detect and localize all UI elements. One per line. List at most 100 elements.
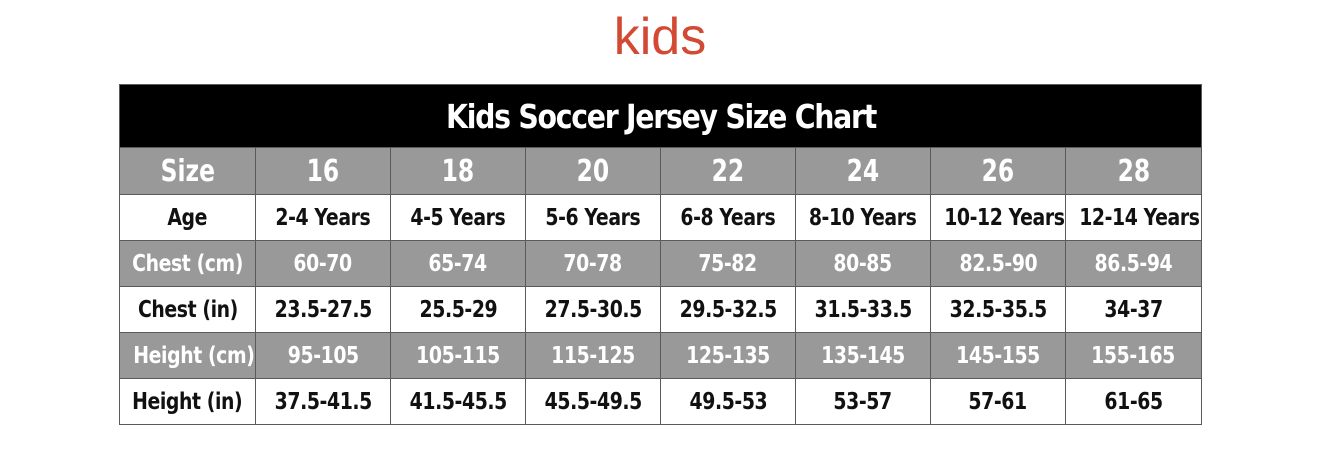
cell-value: 135-145 — [821, 342, 905, 369]
cell-value: 5-6 Years — [545, 204, 641, 231]
size-chart-table: Kids Soccer Jersey Size Chart Size 16 18 2… — [119, 84, 1202, 425]
size-header-cell: 24 — [795, 147, 931, 195]
cell-value: 32.5-35.5 — [949, 296, 1047, 323]
table-cell: 135-145 — [795, 332, 931, 379]
size-header-cell: 20 — [525, 147, 661, 195]
row-label: Chest (in) — [137, 296, 238, 323]
table-title-text: Kids Soccer Jersey Size Chart — [445, 96, 877, 136]
cell-value: 8-10 Years — [809, 204, 917, 231]
table-row: Age 2-4 Years 4-5 Years 5-6 Years 6-8 Years 8… — [119, 194, 1202, 241]
cell-value: 82.5-90 — [959, 250, 1037, 277]
size-value: 20 — [576, 153, 610, 189]
cell-value: 6-8 Years — [680, 204, 776, 231]
cell-value: 29.5-32.5 — [679, 296, 777, 323]
row-label-cell: Age — [119, 194, 256, 241]
cell-value: 86.5-94 — [1094, 250, 1173, 277]
table-cell: 70-78 — [525, 240, 661, 287]
table-cell: 12-14 Years — [1065, 194, 1202, 241]
cell-value: 41.5-45.5 — [409, 388, 507, 415]
cell-value: 4-5 Years — [410, 204, 506, 231]
row-label-cell: Height (in) — [119, 378, 256, 425]
table-cell: 65-74 — [390, 240, 526, 287]
table-cell: 57-61 — [930, 378, 1066, 425]
cell-value: 49.5-53 — [689, 388, 767, 415]
row-label-cell: Chest (cm) — [119, 240, 256, 287]
table-cell: 27.5-30.5 — [525, 286, 661, 333]
size-header-cell: 26 — [930, 147, 1066, 195]
cell-value: 61-65 — [1104, 388, 1163, 415]
table-cell: 23.5-27.5 — [255, 286, 391, 333]
cell-value: 53-57 — [833, 388, 893, 415]
cell-value: 145-155 — [956, 342, 1040, 369]
cell-value: 10-12 Years — [944, 204, 1065, 231]
cell-value: 23.5-27.5 — [274, 296, 372, 323]
cell-value: 65-74 — [428, 250, 488, 277]
table-cell: 115-125 — [525, 332, 661, 379]
cell-value: 57-61 — [968, 388, 1028, 415]
cell-value: 125-135 — [686, 342, 770, 369]
size-header-cell: 18 — [390, 147, 526, 195]
row-label-cell: Chest (in) — [119, 286, 256, 333]
cell-value: 80-85 — [833, 250, 893, 277]
row-label-cell: Height (cm) — [119, 332, 256, 379]
cell-value: 25.5-29 — [419, 296, 497, 323]
table-cell: 6-8 Years — [660, 194, 796, 241]
table-cell: 25.5-29 — [390, 286, 526, 333]
table-cell: 45.5-49.5 — [525, 378, 661, 425]
cell-value: 27.5-30.5 — [544, 296, 642, 323]
cell-value: 155-165 — [1091, 342, 1176, 369]
table-cell: 145-155 — [930, 332, 1066, 379]
table-cell: 61-65 — [1065, 378, 1202, 425]
size-value: 22 — [711, 153, 745, 189]
size-header-row: Size 16 18 20 22 24 26 28 — [119, 147, 1202, 195]
table-row: Chest (in) 23.5-27.5 25.5-29 27.5-30.5 29.5-… — [119, 286, 1202, 333]
table-cell: 105-115 — [390, 332, 526, 379]
table-cell: 155-165 — [1065, 332, 1202, 379]
page-heading: kids — [613, 8, 707, 66]
table-cell: 86.5-94 — [1065, 240, 1202, 287]
size-label: Size — [160, 153, 215, 189]
table-title: Kids Soccer Jersey Size Chart — [119, 84, 1202, 148]
table-cell: 41.5-45.5 — [390, 378, 526, 425]
cell-value: 95-105 — [287, 342, 359, 369]
table-cell: 34-37 — [1065, 286, 1202, 333]
size-value: 26 — [981, 153, 1015, 189]
table-cell: 95-105 — [255, 332, 391, 379]
cell-value: 34-37 — [1104, 296, 1163, 323]
cell-value: 31.5-33.5 — [814, 296, 912, 323]
table-cell: 82.5-90 — [930, 240, 1066, 287]
table-cell: 80-85 — [795, 240, 931, 287]
size-value: 18 — [441, 153, 475, 189]
table-cell: 31.5-33.5 — [795, 286, 931, 333]
cell-value: 75-82 — [698, 250, 758, 277]
cell-value: 60-70 — [293, 250, 353, 277]
row-label: Height (cm) — [133, 342, 255, 369]
cell-value: 115-125 — [551, 342, 635, 369]
table-cell: 75-82 — [660, 240, 796, 287]
cell-value: 2-4 Years — [275, 204, 371, 231]
size-value: 28 — [1117, 153, 1150, 189]
table-row: Height (in) 37.5-41.5 41.5-45.5 45.5-49.5 49… — [119, 378, 1202, 425]
cell-value: 70-78 — [563, 250, 623, 277]
cell-value: 45.5-49.5 — [544, 388, 642, 415]
table-cell: 125-135 — [660, 332, 796, 379]
size-value: 24 — [846, 153, 880, 189]
table-cell: 8-10 Years — [795, 194, 931, 241]
table-cell: 5-6 Years — [525, 194, 661, 241]
table-row: Chest (cm) 60-70 65-74 70-78 75-82 80-85 82.5-… — [119, 240, 1202, 287]
size-value: 16 — [306, 153, 340, 189]
table-cell: 60-70 — [255, 240, 391, 287]
table-cell: 4-5 Years — [390, 194, 526, 241]
size-header-cell: 28 — [1065, 147, 1202, 195]
row-label: Chest (cm) — [132, 250, 244, 277]
table-cell: 53-57 — [795, 378, 931, 425]
table-cell: 32.5-35.5 — [930, 286, 1066, 333]
cell-value: 37.5-41.5 — [274, 388, 372, 415]
size-header-cell: 22 — [660, 147, 796, 195]
table-cell: 2-4 Years — [255, 194, 391, 241]
size-header-cell: 16 — [255, 147, 391, 195]
table-row: Height (cm) 95-105 105-115 115-125 125-135 13… — [119, 332, 1202, 379]
table-cell: 10-12 Years — [930, 194, 1066, 241]
table-cell: 29.5-32.5 — [660, 286, 796, 333]
